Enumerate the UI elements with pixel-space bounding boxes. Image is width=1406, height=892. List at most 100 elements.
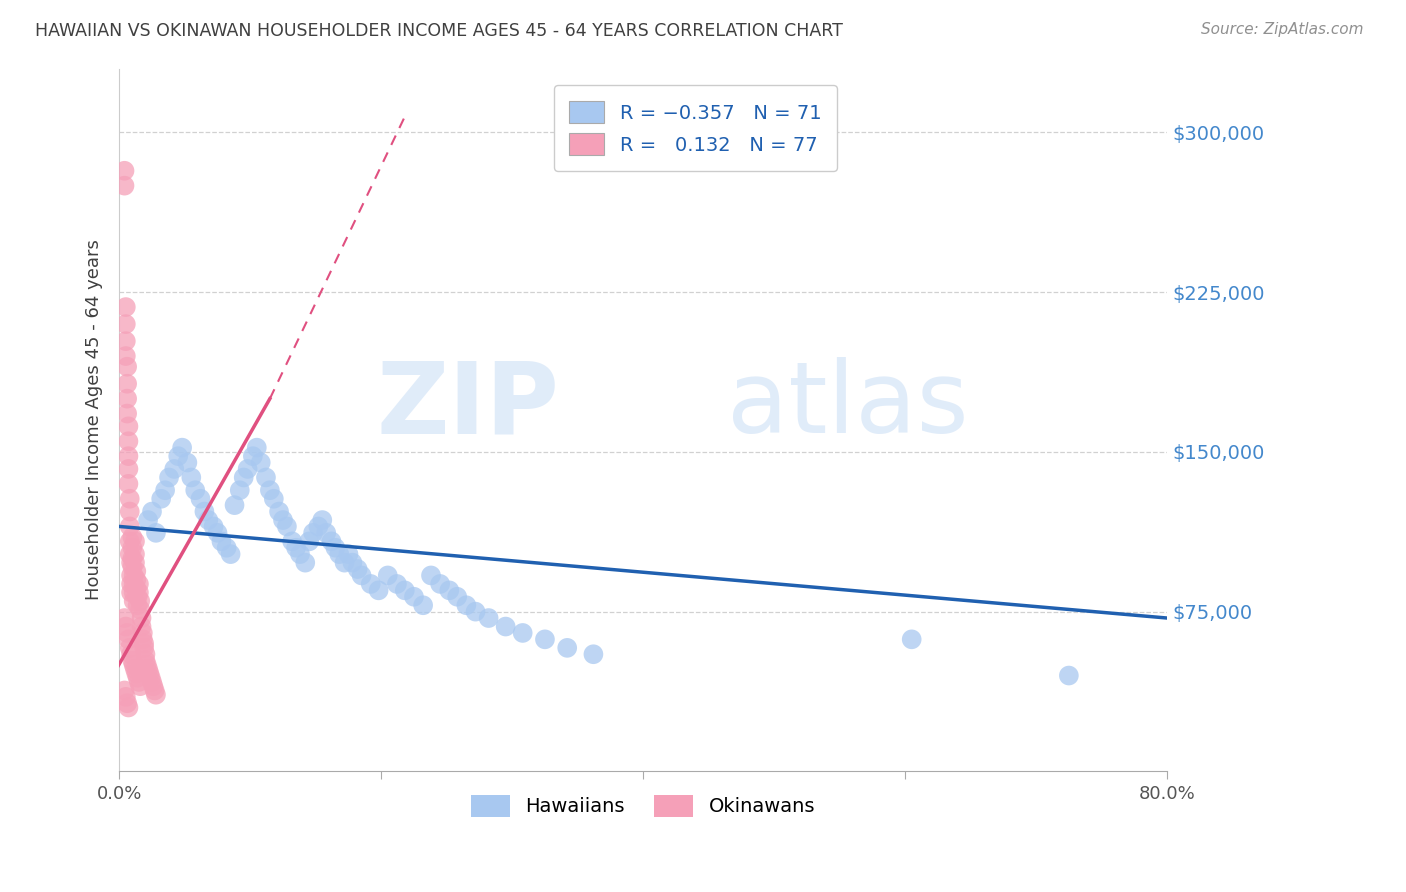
Point: [122, 577, 145, 591]
Point: [298, 534, 321, 549]
Text: Source: ZipAtlas.com: Source: ZipAtlas.com: [1201, 22, 1364, 37]
Point: [294, 556, 316, 570]
Point: [115, 392, 138, 406]
Point: [302, 525, 325, 540]
Point: [534, 632, 557, 647]
Point: [350, 568, 373, 582]
Point: [117, 700, 139, 714]
Point: [127, 671, 149, 685]
Point: [184, 483, 207, 498]
Point: [367, 583, 389, 598]
Point: [246, 441, 269, 455]
Point: [385, 577, 408, 591]
Point: [495, 619, 517, 633]
Point: [114, 611, 136, 625]
Point: [197, 513, 219, 527]
Point: [118, 504, 141, 518]
Point: [311, 513, 333, 527]
Point: [267, 504, 290, 518]
Point: [346, 562, 368, 576]
Point: [134, 637, 156, 651]
Point: [114, 317, 136, 331]
Y-axis label: Householder Income Ages 45 - 64 years: Householder Income Ages 45 - 64 years: [86, 240, 103, 600]
Point: [132, 632, 155, 647]
Point: [242, 449, 264, 463]
Point: [131, 619, 153, 633]
Point: [117, 476, 139, 491]
Point: [555, 640, 578, 655]
Point: [136, 513, 159, 527]
Point: [115, 407, 138, 421]
Point: [121, 530, 143, 544]
Point: [114, 619, 136, 633]
Point: [136, 662, 159, 676]
Point: [176, 456, 198, 470]
Point: [254, 470, 277, 484]
Point: [120, 647, 142, 661]
Point: [202, 519, 225, 533]
Point: [157, 470, 180, 484]
Point: [114, 178, 136, 193]
Point: [263, 491, 285, 506]
Point: [172, 441, 194, 455]
Point: [135, 657, 157, 672]
Point: [219, 547, 242, 561]
Point: [321, 534, 343, 549]
Point: [121, 541, 143, 555]
Point: [115, 359, 138, 374]
Point: [128, 577, 150, 591]
Point: [131, 611, 153, 625]
Point: [115, 376, 138, 391]
Point: [478, 611, 501, 625]
Point: [114, 163, 136, 178]
Point: [125, 666, 148, 681]
Point: [138, 666, 160, 681]
Point: [271, 513, 294, 527]
Point: [249, 456, 271, 470]
Point: [127, 599, 149, 613]
Point: [236, 462, 259, 476]
Point: [114, 300, 136, 314]
Point: [121, 560, 143, 574]
Point: [114, 334, 136, 348]
Point: [118, 640, 141, 655]
Point: [582, 647, 605, 661]
Point: [117, 449, 139, 463]
Point: [122, 568, 145, 582]
Point: [193, 504, 215, 518]
Point: [127, 590, 149, 604]
Point: [377, 568, 399, 582]
Point: [121, 654, 143, 668]
Point: [134, 647, 156, 661]
Point: [464, 605, 486, 619]
Point: [307, 519, 329, 533]
Point: [141, 504, 163, 518]
Point: [328, 547, 350, 561]
Point: [128, 585, 150, 599]
Point: [120, 585, 142, 599]
Point: [124, 662, 146, 676]
Point: [117, 419, 139, 434]
Point: [180, 470, 202, 484]
Point: [439, 583, 461, 598]
Point: [114, 683, 136, 698]
Point: [145, 688, 167, 702]
Text: HAWAIIAN VS OKINAWAN HOUSEHOLDER INCOME AGES 45 - 64 YEARS CORRELATION CHART: HAWAIIAN VS OKINAWAN HOUSEHOLDER INCOME …: [35, 22, 844, 40]
Point: [134, 654, 156, 668]
Point: [337, 547, 360, 561]
Point: [117, 632, 139, 647]
Point: [122, 594, 145, 608]
Point: [124, 534, 146, 549]
Point: [512, 626, 534, 640]
Point: [446, 590, 468, 604]
Point: [125, 573, 148, 587]
Point: [141, 674, 163, 689]
Point: [402, 590, 425, 604]
Point: [129, 602, 152, 616]
Point: [115, 696, 138, 710]
Point: [118, 534, 141, 549]
Point: [120, 556, 142, 570]
Point: [132, 626, 155, 640]
Point: [118, 547, 141, 561]
Point: [285, 541, 308, 555]
